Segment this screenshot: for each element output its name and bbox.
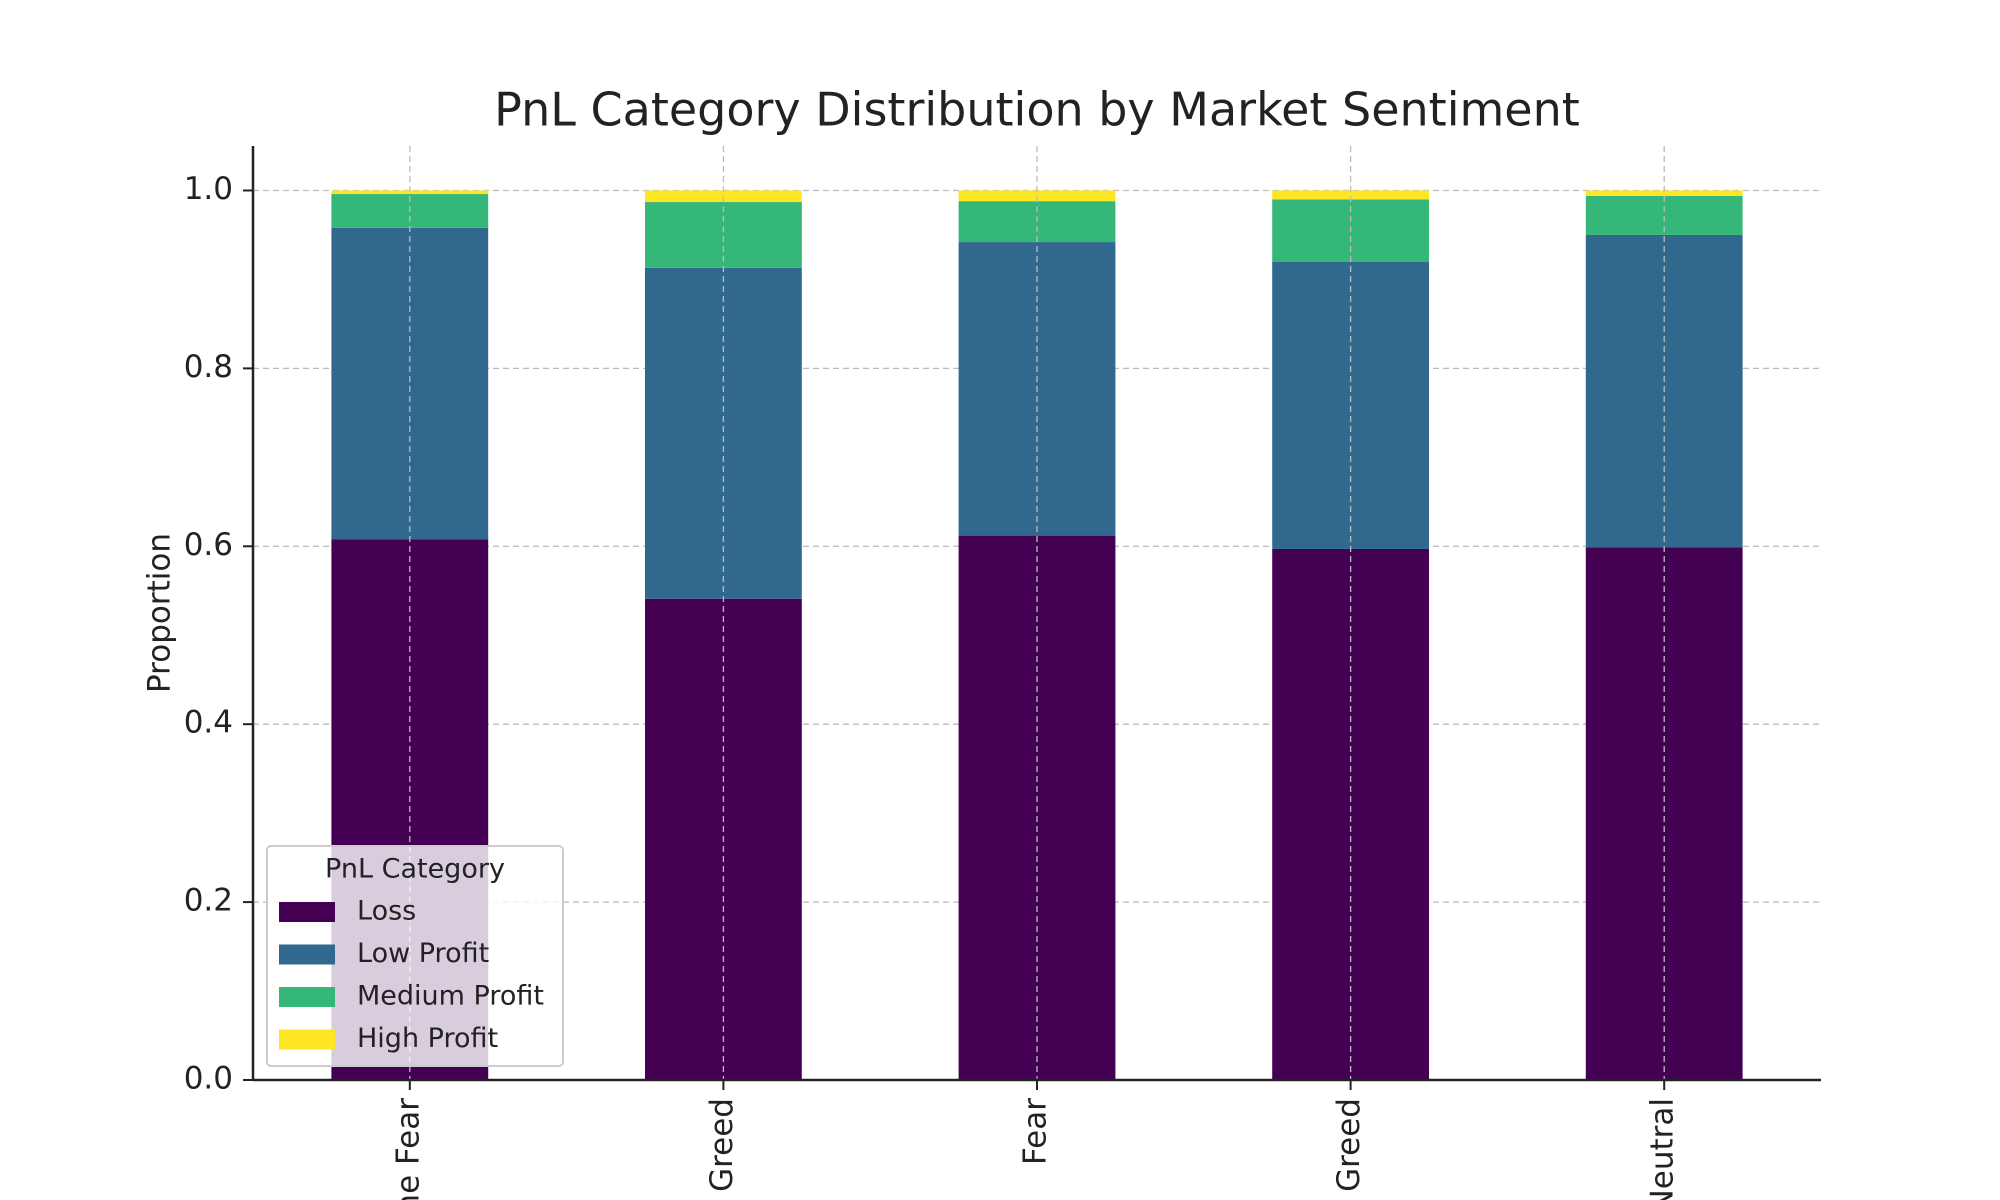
x-tick-label: Extreme Fear xyxy=(390,1098,426,1200)
y-tick-label: 0.8 xyxy=(184,349,233,385)
legend-label: Loss xyxy=(357,896,416,927)
legend-title: PnL Category xyxy=(325,854,505,885)
bar-segment xyxy=(1585,190,1743,196)
bar-segment xyxy=(331,190,489,195)
bar-segment xyxy=(645,267,802,599)
legend-label: Medium Profit xyxy=(357,981,544,1012)
y-tick-label: 1.0 xyxy=(184,171,233,207)
bar-segment xyxy=(1272,190,1429,200)
x-tick-label: Neutral xyxy=(1645,1098,1681,1200)
y-axis-label: Proportion xyxy=(142,533,178,693)
legend-swatch xyxy=(279,902,335,922)
bar-segment xyxy=(331,227,489,540)
bar-segment xyxy=(1272,261,1429,549)
chart-title: PnL Category Distribution by Market Sent… xyxy=(494,83,1580,137)
legend-box xyxy=(266,845,564,1067)
legend-swatch xyxy=(279,944,335,965)
legend-swatch xyxy=(279,1029,335,1050)
y-tick-label: 0.6 xyxy=(184,527,233,563)
x-tick-label: Greed xyxy=(1331,1098,1367,1192)
x-tick-label: Fear xyxy=(1018,1098,1054,1165)
legend-swatch xyxy=(279,987,335,1007)
legend-label: Low Profit xyxy=(357,938,489,969)
bar-segment xyxy=(958,190,1116,202)
x-tick-label: Extreme Greed xyxy=(704,1098,740,1200)
legend: PnL Category Loss Low Profit Medium Profit H… xyxy=(266,845,564,1067)
y-tick-label: 0.2 xyxy=(184,883,233,919)
y-tick-label: 0.4 xyxy=(184,705,233,741)
legend-label: High Profit xyxy=(357,1023,498,1054)
y-tick-label: 0.0 xyxy=(184,1061,233,1097)
